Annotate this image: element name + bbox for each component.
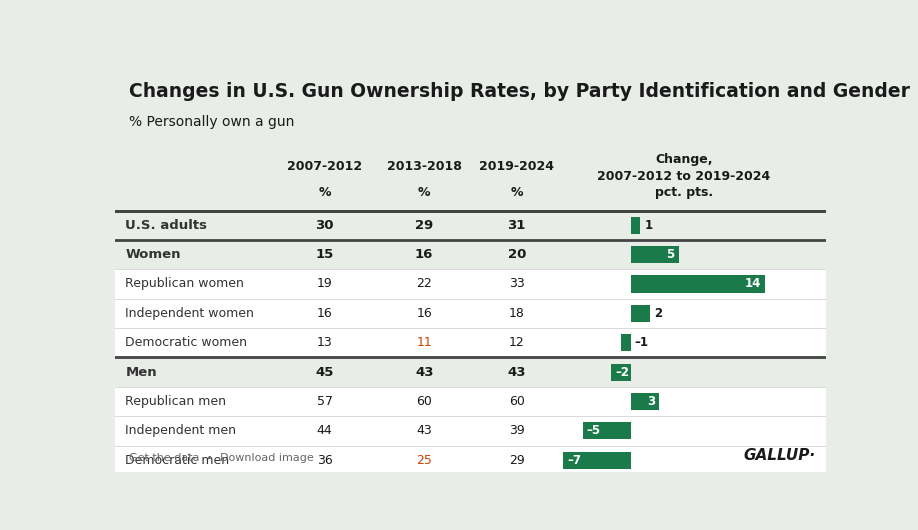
Bar: [631, 276, 765, 293]
Text: 60: 60: [416, 395, 432, 408]
Text: Get the data  •  Download image: Get the data • Download image: [129, 453, 314, 463]
Text: –1: –1: [635, 336, 649, 349]
Bar: [621, 334, 631, 351]
Text: 13: 13: [317, 336, 332, 349]
Text: 43: 43: [415, 366, 433, 378]
Text: 29: 29: [509, 454, 524, 467]
Text: 45: 45: [316, 366, 334, 378]
Text: 25: 25: [416, 454, 432, 467]
Bar: [115, 299, 826, 328]
Text: Women: Women: [126, 248, 181, 261]
Text: Democratic men: Democratic men: [126, 454, 230, 467]
Text: 43: 43: [417, 425, 432, 437]
Text: %: %: [510, 186, 523, 199]
Text: –2: –2: [616, 366, 630, 378]
Text: 3: 3: [647, 395, 655, 408]
Text: 2007-2012: 2007-2012: [287, 160, 363, 172]
Text: 19: 19: [317, 278, 332, 290]
Text: 22: 22: [417, 278, 432, 290]
Text: 43: 43: [508, 366, 526, 378]
Text: Democratic women: Democratic women: [126, 336, 248, 349]
Text: 12: 12: [509, 336, 524, 349]
Text: GALLUP·: GALLUP·: [744, 448, 815, 463]
Text: U.S. adults: U.S. adults: [126, 219, 207, 232]
Text: 18: 18: [509, 307, 525, 320]
Text: %: %: [319, 186, 330, 199]
Text: 57: 57: [317, 395, 332, 408]
Text: Change,
2007-2012 to 2019-2024: Change, 2007-2012 to 2019-2024: [598, 153, 770, 183]
Bar: [583, 422, 631, 439]
Text: –7: –7: [567, 454, 582, 467]
Bar: [115, 416, 826, 446]
Text: 60: 60: [509, 395, 525, 408]
Bar: [611, 364, 631, 381]
Text: 16: 16: [317, 307, 332, 320]
Bar: [115, 328, 826, 357]
Text: 1: 1: [644, 219, 653, 232]
Text: 2019-2024: 2019-2024: [479, 160, 554, 172]
Text: 2: 2: [654, 307, 662, 320]
Bar: [115, 269, 826, 299]
Text: 44: 44: [317, 425, 332, 437]
Text: Independent men: Independent men: [126, 425, 237, 437]
Text: 36: 36: [317, 454, 332, 467]
Text: 16: 16: [415, 248, 433, 261]
Text: % Personally own a gun: % Personally own a gun: [129, 114, 295, 129]
Text: 30: 30: [316, 219, 334, 232]
Bar: [631, 217, 640, 234]
Text: 2013-2018: 2013-2018: [386, 160, 462, 172]
Bar: [631, 246, 678, 263]
Text: 5: 5: [666, 248, 675, 261]
Text: Changes in U.S. Gun Ownership Rates, by Party Identification and Gender: Changes in U.S. Gun Ownership Rates, by …: [129, 82, 910, 101]
Text: 33: 33: [509, 278, 524, 290]
Text: 11: 11: [417, 336, 432, 349]
Text: 39: 39: [509, 425, 524, 437]
Text: 16: 16: [417, 307, 432, 320]
Text: 20: 20: [508, 248, 526, 261]
Text: 31: 31: [508, 219, 526, 232]
Text: Men: Men: [126, 366, 157, 378]
Text: –5: –5: [587, 425, 601, 437]
Bar: [631, 305, 650, 322]
Text: Republican women: Republican women: [126, 278, 244, 290]
Text: %: %: [418, 186, 431, 199]
Text: 29: 29: [415, 219, 433, 232]
Bar: [631, 393, 659, 410]
Text: Independent women: Independent women: [126, 307, 254, 320]
Bar: [115, 387, 826, 416]
Bar: [564, 452, 631, 469]
Text: pct. pts.: pct. pts.: [655, 186, 713, 199]
Text: 14: 14: [744, 278, 761, 290]
Text: Republican men: Republican men: [126, 395, 227, 408]
Bar: [115, 446, 826, 475]
Text: 15: 15: [316, 248, 334, 261]
